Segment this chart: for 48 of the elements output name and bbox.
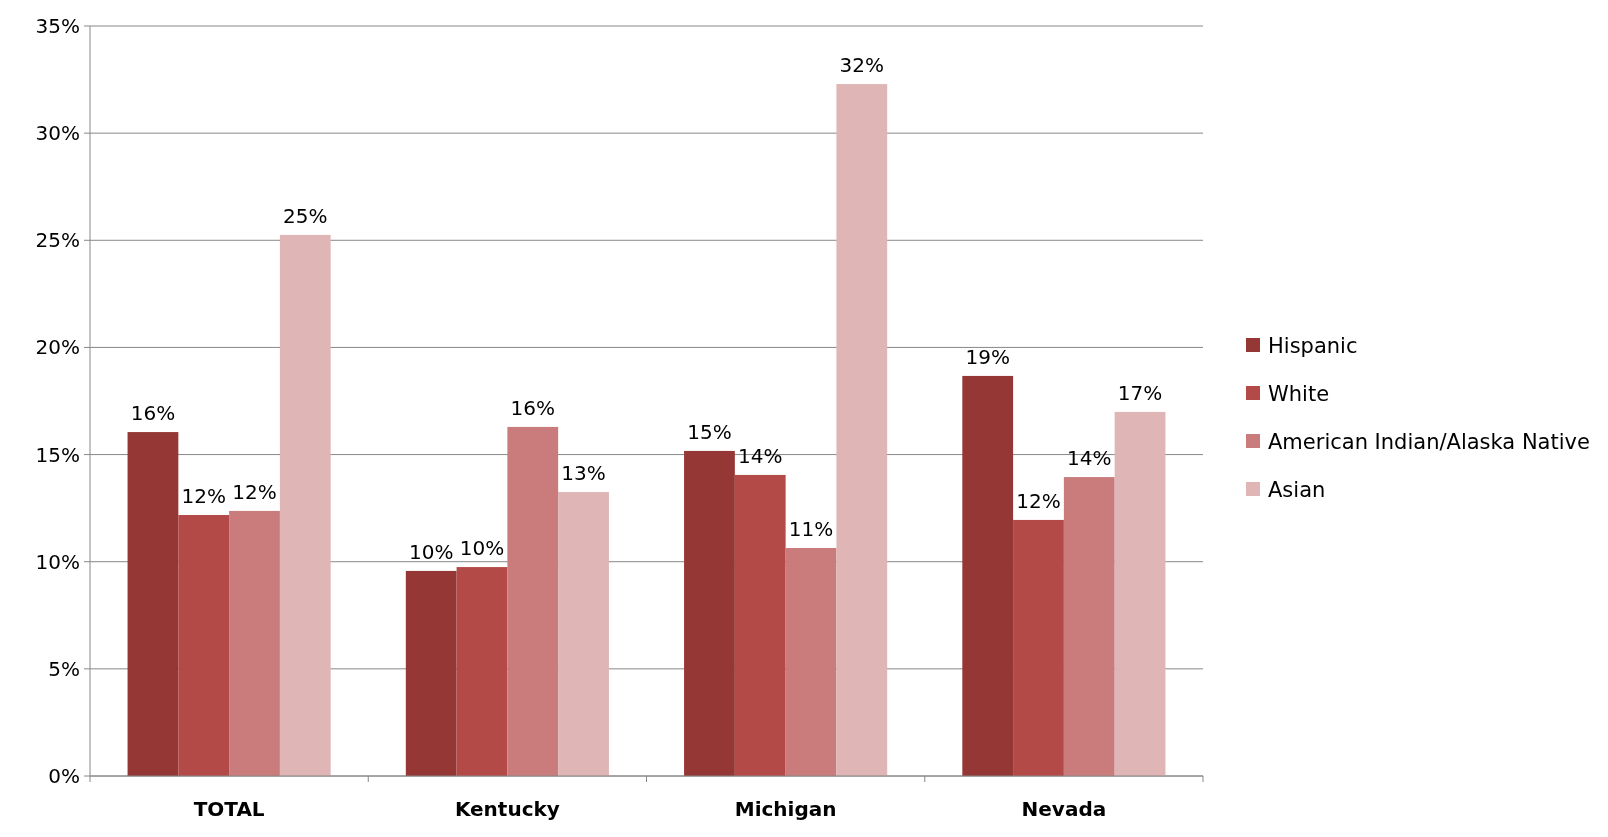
data-label: 10% xyxy=(459,536,505,561)
legend-label: Asian xyxy=(1268,478,1326,503)
bar xyxy=(405,570,457,776)
data-label: 15% xyxy=(687,419,732,444)
y-tick-label: 20% xyxy=(35,335,80,360)
bar xyxy=(558,492,609,776)
x-tick-label: TOTAL xyxy=(193,797,265,821)
bar xyxy=(229,510,280,776)
data-label: 14% xyxy=(738,443,783,468)
data-label: 10% xyxy=(408,539,454,564)
legend-label: Hispanic xyxy=(1268,334,1358,359)
bar xyxy=(127,432,179,776)
data-label: 11% xyxy=(788,517,834,541)
bar xyxy=(1114,411,1166,776)
y-tick-label: 5% xyxy=(48,656,80,681)
bar xyxy=(785,548,837,776)
x-tick-label: Nevada xyxy=(1021,797,1107,821)
legend-label: White xyxy=(1268,382,1330,407)
bar xyxy=(836,84,888,776)
y-tick-label: 35% xyxy=(35,14,80,38)
y-tick-label: 15% xyxy=(35,442,80,467)
x-tick-label: Michigan xyxy=(734,797,837,821)
data-label: 19% xyxy=(965,344,1010,369)
bar xyxy=(1063,477,1115,776)
y-tick-label: 10% xyxy=(35,549,80,574)
data-label: 16% xyxy=(130,401,176,426)
y-tick-label: 0% xyxy=(48,764,80,788)
data-label: 17% xyxy=(1117,380,1163,405)
bar xyxy=(684,450,735,776)
bar xyxy=(507,426,559,776)
bar xyxy=(734,474,786,776)
legend-label: American Indian/Alaska Native xyxy=(1268,430,1590,455)
data-label: 13% xyxy=(561,461,606,486)
bar xyxy=(962,375,1014,776)
y-tick-label: 25% xyxy=(35,228,80,253)
data-label: 14% xyxy=(1067,446,1112,471)
data-label: 12% xyxy=(181,484,226,508)
data-label: 25% xyxy=(283,203,328,228)
y-tick-label: 30% xyxy=(35,121,80,146)
x-tick-label: Kentucky xyxy=(454,797,560,821)
data-label: 16% xyxy=(510,395,555,420)
bar xyxy=(456,567,508,776)
data-label: 12% xyxy=(1016,488,1061,513)
bar xyxy=(178,515,230,776)
bar xyxy=(279,234,331,776)
bar xyxy=(1013,519,1064,776)
data-label: 12% xyxy=(232,479,277,504)
data-label: 32% xyxy=(839,53,885,78)
